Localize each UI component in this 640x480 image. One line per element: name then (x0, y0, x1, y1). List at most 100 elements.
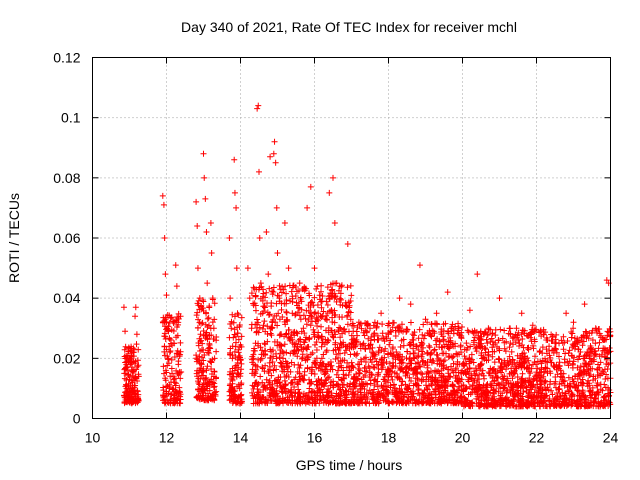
data-point (594, 388, 601, 395)
data-point (332, 292, 339, 299)
data-point (471, 370, 478, 377)
data-point (555, 353, 562, 360)
data-point (385, 331, 392, 338)
data-point (383, 387, 390, 394)
data-point (464, 366, 471, 373)
data-point (483, 397, 490, 404)
data-point (212, 391, 219, 398)
data-point (515, 337, 522, 344)
data-point (236, 400, 243, 407)
data-point (297, 393, 304, 400)
data-point (397, 344, 404, 351)
data-point (402, 381, 409, 388)
data-point (518, 331, 525, 338)
data-point (384, 398, 391, 405)
data-point (249, 359, 256, 366)
data-point (419, 351, 426, 358)
data-point (163, 326, 170, 333)
data-point (345, 308, 352, 315)
data-point (193, 198, 200, 205)
data-point (351, 383, 358, 390)
data-point (534, 381, 541, 388)
data-point (298, 328, 305, 335)
data-point (161, 348, 168, 355)
data-point (435, 355, 442, 362)
data-point (378, 356, 385, 363)
data-point (200, 395, 207, 402)
data-point (385, 379, 392, 386)
y-tick-label: 0.08 (53, 170, 80, 186)
data-point (508, 348, 515, 355)
data-point (311, 333, 318, 340)
data-point (337, 301, 344, 308)
data-point (255, 319, 262, 326)
data-point (270, 284, 277, 291)
data-point (432, 320, 439, 327)
data-point (341, 392, 348, 399)
y-tick-label: 0.04 (53, 290, 80, 306)
data-point (161, 396, 168, 403)
data-point (259, 394, 266, 401)
data-point (276, 295, 283, 302)
data-point (205, 314, 212, 321)
data-point (596, 353, 603, 360)
data-point (160, 384, 167, 391)
data-point (341, 350, 348, 357)
data-point (289, 284, 296, 291)
data-point (344, 321, 351, 328)
data-point (392, 333, 399, 340)
data-point (127, 361, 134, 368)
data-point (269, 288, 276, 295)
data-point (194, 373, 201, 380)
data-point (606, 345, 613, 352)
data-point (371, 386, 378, 393)
data-point (433, 310, 440, 317)
data-point (318, 323, 325, 330)
data-point (226, 235, 233, 241)
data-point (161, 333, 168, 340)
data-point (254, 316, 261, 323)
data-point (308, 380, 315, 387)
data-point (518, 354, 525, 361)
data-point (134, 397, 141, 404)
data-point (393, 370, 400, 377)
data-point (261, 383, 268, 390)
data-point (328, 362, 335, 369)
data-point (528, 338, 535, 345)
data-point (264, 323, 271, 330)
data-point (507, 340, 514, 347)
data-point (326, 189, 333, 196)
data-point (270, 150, 277, 157)
data-point (447, 334, 454, 341)
data-point (333, 393, 340, 400)
data-point (317, 363, 324, 370)
data-point (235, 393, 242, 400)
data-point (542, 387, 549, 394)
data-point (273, 355, 280, 362)
data-point (584, 383, 591, 390)
data-point (441, 387, 448, 394)
x-axis-label: GPS time / hours (296, 457, 403, 473)
data-point (229, 355, 236, 362)
data-point (408, 377, 415, 384)
data-point (581, 301, 588, 308)
data-point (430, 358, 437, 365)
data-point (131, 382, 138, 389)
data-point (329, 394, 336, 401)
data-point (323, 298, 330, 305)
data-point (232, 354, 239, 361)
data-point (501, 327, 508, 334)
data-point (268, 332, 275, 339)
data-point (270, 289, 277, 296)
data-point (135, 346, 142, 353)
data-point (568, 392, 575, 399)
data-point (487, 338, 494, 345)
data-point (490, 386, 497, 393)
data-point (569, 376, 576, 383)
data-point (306, 376, 313, 383)
data-point (128, 397, 135, 404)
data-point (331, 328, 338, 335)
data-point (177, 375, 184, 382)
data-point (305, 354, 312, 361)
data-point (521, 330, 528, 337)
